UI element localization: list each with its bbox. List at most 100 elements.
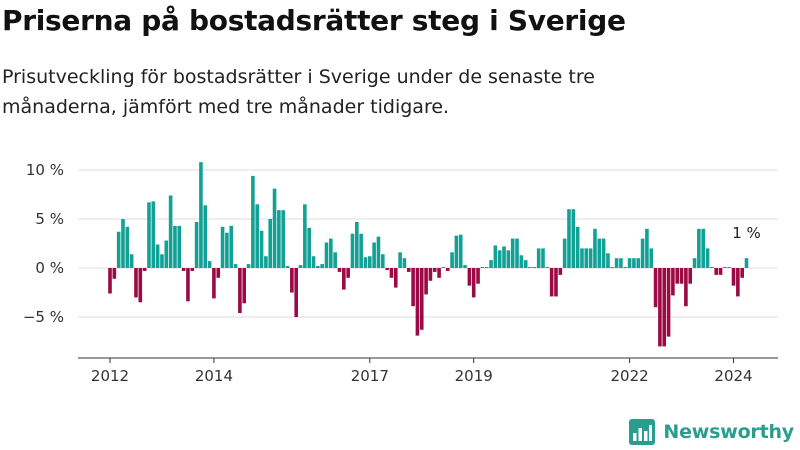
bar bbox=[277, 210, 281, 268]
bar bbox=[147, 202, 151, 268]
bar bbox=[575, 226, 580, 268]
bar bbox=[653, 268, 658, 308]
bar bbox=[415, 268, 420, 336]
bar bbox=[424, 268, 428, 295]
bar-chart: −5 %0 %5 %10 % 2012 2014 2017 2019 2022 2024 … bbox=[23, 161, 778, 385]
bar bbox=[554, 268, 558, 297]
bar bbox=[549, 268, 554, 297]
bar bbox=[181, 268, 186, 271]
x-tick-label: 2014 bbox=[195, 367, 233, 385]
bar bbox=[597, 238, 602, 268]
bar bbox=[701, 228, 706, 268]
bar bbox=[151, 201, 156, 268]
bar bbox=[155, 244, 160, 268]
bar bbox=[658, 268, 662, 347]
bar bbox=[493, 245, 498, 268]
bar bbox=[134, 268, 138, 298]
bar bbox=[255, 204, 260, 268]
bar bbox=[246, 264, 251, 268]
bar bbox=[108, 268, 112, 294]
bar bbox=[190, 268, 195, 271]
bar bbox=[290, 268, 294, 293]
bar bbox=[636, 258, 641, 268]
bar bbox=[480, 267, 485, 268]
bar bbox=[675, 268, 680, 284]
bar bbox=[731, 268, 736, 286]
bar bbox=[281, 210, 285, 268]
bar bbox=[121, 219, 125, 268]
bar bbox=[649, 248, 654, 268]
bar bbox=[298, 265, 303, 268]
bar bbox=[536, 248, 541, 268]
y-tick-label: 10 % bbox=[26, 161, 64, 179]
bar bbox=[467, 268, 472, 286]
bar bbox=[125, 226, 130, 268]
bar bbox=[216, 268, 221, 278]
bars bbox=[108, 162, 749, 347]
bar bbox=[640, 238, 645, 268]
x-tick-label: 2024 bbox=[714, 367, 752, 385]
bar bbox=[463, 265, 467, 268]
bar bbox=[203, 205, 208, 268]
bar bbox=[476, 268, 480, 284]
y-axis: −5 % 0 % 5 % 10 % bbox=[23, 161, 64, 326]
bar bbox=[458, 234, 463, 268]
y-tick-label: −5 % bbox=[23, 308, 64, 326]
bar bbox=[268, 219, 273, 268]
bar bbox=[627, 258, 632, 268]
bar bbox=[402, 258, 407, 268]
newsworthy-logo: Newsworthy bbox=[629, 419, 794, 445]
bar bbox=[380, 254, 385, 268]
bar bbox=[705, 248, 710, 268]
bar bbox=[376, 236, 381, 268]
bar bbox=[441, 267, 446, 268]
bar bbox=[593, 228, 597, 268]
bar bbox=[571, 209, 576, 268]
bar bbox=[320, 264, 324, 268]
bar bbox=[142, 268, 147, 271]
bar bbox=[510, 238, 515, 268]
bar bbox=[740, 268, 744, 278]
x-axis: 2012 2014 2017 2019 2022 2024 bbox=[78, 357, 778, 385]
bar bbox=[411, 268, 415, 307]
bar bbox=[692, 258, 697, 268]
bar bbox=[489, 260, 493, 268]
bar bbox=[329, 238, 333, 268]
bar bbox=[350, 233, 355, 268]
bar bbox=[601, 238, 606, 268]
bar bbox=[610, 267, 615, 268]
bar bbox=[294, 268, 298, 317]
bar bbox=[580, 248, 584, 268]
bar bbox=[242, 268, 247, 304]
bar bbox=[207, 261, 212, 268]
bar bbox=[471, 268, 476, 298]
bar bbox=[432, 268, 437, 272]
bar bbox=[199, 162, 203, 268]
bar bbox=[619, 258, 623, 268]
bar bbox=[614, 258, 619, 268]
bar bbox=[359, 233, 363, 268]
bar bbox=[194, 221, 199, 268]
bar bbox=[506, 250, 511, 268]
bar bbox=[584, 248, 589, 268]
bar bbox=[502, 246, 506, 268]
bar bbox=[363, 257, 368, 268]
bar bbox=[606, 253, 610, 268]
bar bbox=[632, 258, 636, 268]
bar bbox=[324, 242, 329, 268]
bar bbox=[419, 268, 424, 330]
bar bbox=[558, 268, 563, 275]
bar bbox=[272, 188, 277, 268]
bar bbox=[333, 252, 337, 268]
bar bbox=[160, 254, 164, 268]
bar bbox=[220, 226, 225, 268]
bar bbox=[177, 225, 182, 268]
bar bbox=[697, 228, 701, 268]
bar bbox=[523, 260, 528, 268]
bar bbox=[406, 268, 411, 272]
bar bbox=[567, 209, 571, 268]
latest-value-label: 1 % bbox=[732, 224, 761, 242]
bar bbox=[212, 268, 216, 299]
bar bbox=[398, 252, 402, 268]
brand-name: Newsworthy bbox=[663, 421, 794, 443]
